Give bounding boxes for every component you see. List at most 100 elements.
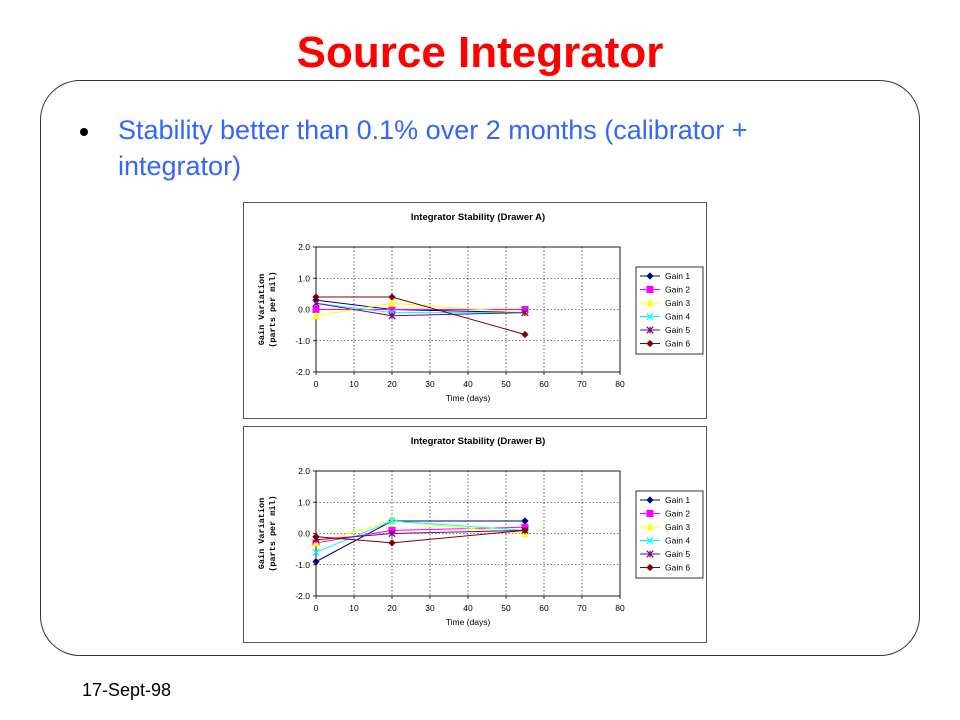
chart-a-data-point	[521, 309, 529, 317]
chart-a-xtick-label: 40	[463, 379, 473, 389]
chart-b-ytick-label: 2.0	[298, 466, 310, 476]
chart-a-xtick-label: 60	[539, 379, 549, 389]
chart-b-legend-label: Gain 4	[665, 536, 690, 546]
chart-a-legend-label: Gain 5	[665, 325, 690, 335]
chart-a-legend: Gain 1 Gain 2 Gain 3 Gain 4 Gain 5 Gain 6	[635, 266, 704, 355]
chart-b-xtick-label: 10	[349, 603, 359, 613]
chart-b-legend-label: Gain 5	[665, 549, 690, 559]
chart-a-data-point	[388, 312, 396, 320]
chart-b-legend-marker	[646, 496, 654, 504]
chart-b-title: Integrator Stability (Drawer B)	[411, 436, 546, 447]
chart-a-data-point	[312, 311, 320, 320]
chart-drawer-b-svg: Integrator Stability (Drawer B) 0 10 20 30 40…	[257, 436, 704, 627]
chart-b-data-point	[388, 539, 396, 547]
chart-b-xtick-label: 80	[615, 603, 625, 613]
chart-a-legend-label: Gain 3	[665, 298, 690, 308]
chart-a-ylabel-line: Gain Variation	[257, 274, 267, 345]
chart-a-legend-marker	[646, 339, 654, 348]
chart-a-legend-marker	[646, 312, 654, 321]
chart-a-ylabel-line: (parts per mil)	[268, 271, 278, 348]
chart-a-xlabel: Time (days)	[446, 393, 491, 403]
content-frame	[40, 80, 920, 656]
chart-a-legend-box	[635, 266, 704, 355]
bullet-text: Stability better than 0.1% over 2 months…	[118, 115, 748, 181]
chart-b-series-line	[315, 520, 526, 553]
slide-title: Source Integrator	[296, 28, 664, 77]
chart-drawer-a-svg: Integrator Stability (Drawer A) 0 10 20 30 40…	[257, 212, 704, 403]
chart-b-ytick-label: 1.0	[298, 497, 310, 507]
chart-b-legend-marker	[646, 550, 654, 558]
chart-b-legend-box	[635, 490, 704, 579]
chart-b-xtick-label: 40	[463, 603, 473, 613]
chart-a-data-point	[388, 306, 396, 314]
chart-b-data-point	[312, 558, 320, 566]
chart-b-xtick-label: 70	[577, 603, 587, 613]
chart-b-legend-label: Gain 1	[665, 495, 690, 505]
chart-b-xlabel: Time (days)	[446, 617, 491, 627]
chart-a-data-point	[388, 299, 396, 307]
chart-a-data-point	[521, 330, 529, 339]
chart-b-legend: Gain 1 Gain 2 Gain 3 Gain 4 Gain 5 Gain 6	[635, 490, 704, 579]
chart-a-legend-marker	[646, 286, 654, 294]
chart-b-data-point	[521, 517, 529, 525]
chart-a-ytick-label: -1.0	[295, 336, 310, 346]
chart-b-legend-marker	[646, 510, 654, 518]
chart-b-legend-label: Gain 3	[665, 522, 690, 532]
chart-a-series-line	[316, 296, 526, 335]
chart-b-data-point	[312, 533, 320, 541]
chart-b-series-line	[315, 529, 526, 544]
chart-a-legend-label: Gain 4	[665, 312, 690, 322]
chart-b-ylabel: Gain Variation (parts per mil)	[257, 495, 278, 572]
chart-b-ylabel-line: Gain Variation	[257, 498, 267, 569]
chart-a-ytick-label: -2.0	[295, 367, 310, 377]
chart-a-legend-label: Gain 6	[665, 339, 690, 349]
chart-a-xtick-label: 50	[501, 379, 511, 389]
chart-b-series-6	[312, 526, 529, 547]
chart-a-legend-label: Gain 2	[665, 285, 690, 295]
chart-a-xtick-label: 20	[387, 379, 397, 389]
chart-b-xtick-label: 50	[501, 603, 511, 613]
chart-a-series-5	[312, 299, 529, 320]
chart-b-ytick-label: -2.0	[295, 591, 310, 601]
chart-a-xtick-label: 30	[425, 379, 435, 389]
chart-drawer-a: Integrator Stability (Drawer A) 0 10 20 30 40…	[243, 202, 707, 419]
chart-b-legend-marker	[646, 523, 654, 531]
chart-b-series-4	[312, 517, 529, 556]
footer-date: 17-Sept-98	[82, 680, 172, 700]
chart-a-data-point	[312, 299, 320, 307]
chart-a-legend-label: Gain 1	[665, 271, 690, 281]
chart-b-series-2	[312, 523, 529, 547]
chart-a-ytick-label: 2.0	[298, 242, 310, 252]
chart-a-ytick-label: 1.0	[298, 273, 310, 283]
chart-a-legend-marker	[646, 272, 654, 280]
chart-a-xtick-label: 0	[314, 379, 319, 389]
chart-a-data-point	[388, 293, 396, 301]
chart-b-data-point	[521, 526, 529, 534]
chart-a-xtick-label: 70	[577, 379, 587, 389]
chart-drawer-b: Integrator Stability (Drawer B) 0 10 20 30 40…	[243, 426, 707, 643]
chart-b-xtick-label: 0	[314, 603, 319, 613]
chart-a-data-point	[312, 306, 320, 314]
chart-b-data-point	[312, 548, 320, 556]
bullet-dot-icon	[80, 128, 88, 136]
chart-a-legend-marker	[646, 299, 654, 307]
chart-a-title: Integrator Stability (Drawer A)	[411, 212, 545, 223]
chart-b-series-3	[312, 517, 529, 547]
chart-b-xtick-label: 30	[425, 603, 435, 613]
chart-b-ytick-label: -1.0	[295, 560, 310, 570]
chart-b-ytick-label: 0.0	[298, 529, 310, 539]
chart-b-series-line	[315, 529, 526, 541]
chart-a-ylabel: Gain Variation (parts per mil)	[257, 271, 278, 348]
chart-b-ylabel-line: (parts per mil)	[268, 495, 278, 572]
chart-a-series-6	[312, 293, 529, 339]
chart-a-xtick-label: 10	[349, 379, 359, 389]
chart-b-series-1	[312, 517, 529, 566]
chart-b-xtick-label: 20	[387, 603, 397, 613]
chart-a-xtick-label: 80	[615, 379, 625, 389]
chart-a-data-point	[312, 293, 320, 301]
chart-b-legend-marker	[646, 563, 654, 572]
chart-b-legend-label: Gain 6	[665, 563, 690, 573]
chart-b-series-line	[315, 520, 525, 563]
chart-b-data-point	[388, 517, 396, 525]
chart-b-legend-label: Gain 2	[665, 509, 690, 519]
